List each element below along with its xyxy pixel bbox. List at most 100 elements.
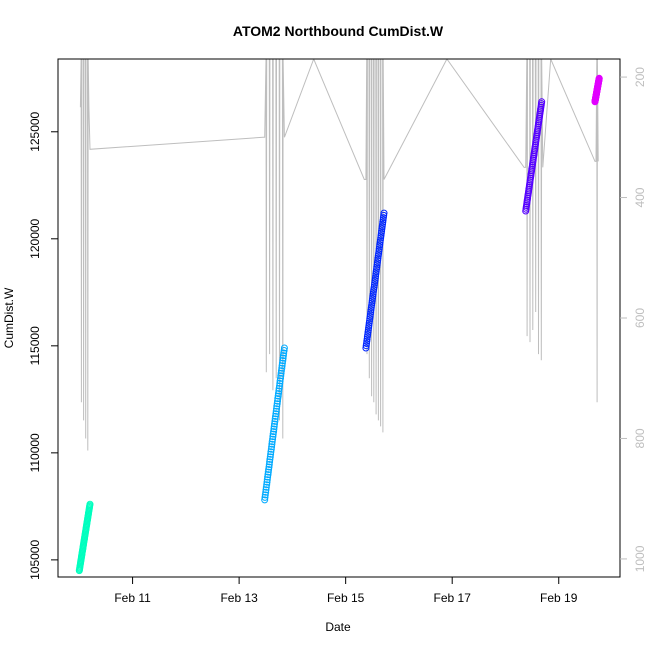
data-point (273, 405, 280, 413)
data-point (376, 241, 384, 249)
data-point (375, 250, 383, 258)
data-point (369, 292, 377, 300)
data-point (277, 372, 285, 380)
data-point (275, 390, 282, 398)
data-point (272, 412, 279, 420)
data-point (265, 466, 273, 473)
data-point (266, 453, 274, 461)
data-point (270, 423, 278, 430)
data-point (278, 362, 286, 370)
data-point (263, 478, 271, 486)
data-point (364, 326, 372, 334)
data-point (276, 377, 284, 385)
data-point (265, 463, 273, 471)
data-point (595, 74, 603, 82)
data-point (262, 488, 270, 496)
data-point (275, 385, 283, 392)
data-point (264, 473, 272, 481)
data-point (279, 352, 287, 360)
data-point (274, 395, 282, 403)
data-point (378, 227, 386, 235)
data-point (280, 347, 288, 354)
y-tick-label: 120000 (28, 218, 42, 258)
data-point (272, 407, 280, 415)
data-point (268, 440, 276, 448)
data-point (273, 400, 281, 408)
data-point (538, 98, 546, 106)
data-point (261, 496, 269, 504)
y2-tick-label: 400 (633, 187, 647, 207)
y-tick-label: 125000 (28, 111, 42, 151)
data-point (373, 263, 381, 271)
data-point (266, 455, 274, 463)
data-point (379, 220, 386, 228)
y2-tick-label: 1000 (633, 545, 647, 572)
data-point (267, 448, 275, 456)
data-point (366, 310, 374, 318)
data-point (363, 335, 371, 343)
x-tick-label: Feb 15 (327, 591, 365, 605)
data-point (276, 379, 284, 387)
data-point (371, 279, 379, 287)
y2-tick-label: 200 (633, 67, 647, 87)
y-axis-label: CumDist.W (2, 287, 16, 348)
data-point (376, 236, 384, 244)
data-point (269, 430, 277, 438)
data-point (272, 410, 280, 418)
data-point (363, 340, 370, 347)
data-point (275, 387, 283, 395)
data-point (264, 471, 272, 479)
data-point (372, 268, 380, 276)
data-point (369, 288, 377, 296)
y2-tick-label: 800 (633, 428, 647, 448)
data-point (268, 438, 276, 446)
data-points (75, 74, 603, 575)
data-point (368, 297, 376, 305)
data-point (277, 374, 284, 382)
data-point (264, 468, 272, 476)
data-point (269, 433, 277, 441)
data-point (277, 367, 285, 375)
data-point (274, 397, 281, 405)
y-tick-label: 110000 (28, 433, 42, 472)
x-tick-label: Feb 17 (434, 591, 472, 605)
data-point (271, 417, 279, 425)
data-point (380, 209, 388, 217)
data-point (267, 450, 275, 458)
data-point (86, 500, 94, 508)
data-point (274, 392, 282, 400)
data-point (374, 254, 382, 262)
data-point (280, 349, 288, 357)
data-point (367, 306, 375, 314)
data-point (364, 331, 372, 338)
data-point (269, 435, 277, 443)
data-point (277, 369, 285, 377)
data-point (368, 301, 376, 309)
data-point (280, 344, 288, 352)
data-point (270, 428, 278, 436)
data-point (271, 415, 279, 423)
data-point (377, 232, 385, 240)
data-point (266, 458, 274, 466)
data-point (262, 486, 270, 494)
data-point (375, 245, 383, 253)
data-point (365, 322, 373, 329)
data-point (267, 445, 275, 453)
data-point (268, 443, 276, 451)
data-point (279, 354, 287, 362)
x-axis: Feb 11 Feb 13 Feb 15 Feb 17 Feb 19 (114, 577, 578, 605)
data-point (370, 283, 378, 291)
data-point (380, 211, 388, 219)
data-point (373, 259, 381, 267)
y-tick-label: 115000 (28, 326, 42, 365)
data-point (379, 216, 387, 224)
x-axis-label: Date (325, 620, 351, 634)
data-point (278, 359, 286, 367)
x-tick-label: Feb 13 (220, 591, 258, 605)
data-point (261, 491, 269, 499)
data-point (261, 493, 269, 501)
y-tick-label: 105000 (28, 540, 42, 580)
data-point (371, 274, 379, 282)
x-tick-label: Feb 11 (114, 591, 151, 605)
